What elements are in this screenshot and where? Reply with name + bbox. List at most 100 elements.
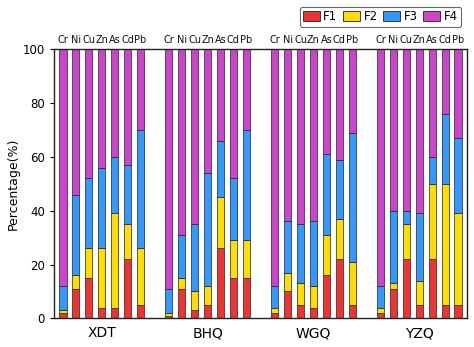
Bar — [390, 283, 397, 289]
Bar — [416, 49, 423, 213]
Bar — [204, 49, 211, 173]
Bar — [137, 130, 144, 248]
Bar — [348, 133, 356, 262]
Bar — [178, 235, 185, 278]
Bar — [137, 305, 144, 319]
Bar — [271, 49, 278, 286]
Text: Zn: Zn — [95, 35, 108, 45]
Bar — [416, 281, 423, 305]
Text: As: As — [320, 35, 332, 45]
Text: Cr: Cr — [58, 35, 68, 45]
Bar — [137, 248, 144, 305]
Bar — [165, 289, 173, 313]
Bar — [377, 49, 384, 286]
Bar — [336, 219, 343, 259]
Text: Pb: Pb — [240, 35, 253, 45]
Bar — [442, 184, 449, 305]
Bar — [230, 240, 237, 278]
Bar — [230, 278, 237, 319]
Bar — [243, 130, 250, 240]
Bar — [428, 157, 436, 184]
Text: Cr: Cr — [164, 35, 174, 45]
Bar — [455, 213, 462, 305]
Bar — [297, 305, 304, 319]
Bar — [191, 49, 198, 224]
Bar — [191, 224, 198, 291]
Bar — [416, 213, 423, 281]
Text: Pb: Pb — [346, 35, 358, 45]
Bar — [124, 259, 131, 319]
Bar — [165, 316, 173, 319]
Bar — [284, 291, 291, 319]
Text: Ni: Ni — [283, 35, 293, 45]
Bar — [243, 240, 250, 278]
Bar — [442, 49, 449, 114]
Bar — [98, 168, 105, 248]
Bar — [98, 308, 105, 319]
Text: Pb: Pb — [452, 35, 464, 45]
Bar — [59, 310, 66, 313]
Legend: F1, F2, F3, F4: F1, F2, F3, F4 — [300, 7, 461, 27]
Bar — [310, 308, 317, 319]
Bar — [428, 259, 436, 319]
Bar — [85, 278, 92, 319]
Bar — [73, 195, 80, 275]
Bar — [455, 49, 462, 138]
Bar — [243, 278, 250, 319]
Bar — [217, 248, 224, 319]
Bar — [111, 157, 118, 213]
Bar — [204, 286, 211, 305]
Bar — [323, 154, 330, 235]
Bar — [111, 308, 118, 319]
Bar — [191, 310, 198, 319]
Bar — [271, 313, 278, 319]
Text: Ni: Ni — [71, 35, 81, 45]
Bar — [85, 49, 92, 178]
Bar — [73, 49, 80, 195]
Bar — [403, 211, 410, 224]
Bar — [297, 283, 304, 305]
Bar — [111, 49, 118, 157]
Text: Zn: Zn — [413, 35, 426, 45]
Bar — [98, 49, 105, 168]
Text: As: As — [109, 35, 120, 45]
Bar — [59, 49, 66, 286]
Text: Pb: Pb — [134, 35, 146, 45]
Bar — [124, 49, 131, 165]
Bar — [428, 49, 436, 157]
Bar — [124, 224, 131, 259]
Y-axis label: Percentage(%): Percentage(%) — [7, 138, 20, 230]
Bar — [217, 197, 224, 248]
Bar — [310, 221, 317, 286]
Bar — [442, 114, 449, 184]
Bar — [403, 49, 410, 211]
Bar — [137, 49, 144, 130]
Bar — [377, 308, 384, 313]
Bar — [178, 289, 185, 319]
Text: Cd: Cd — [333, 35, 346, 45]
Bar — [178, 49, 185, 235]
Bar — [217, 49, 224, 141]
Text: Zn: Zn — [201, 35, 214, 45]
Text: Cr: Cr — [375, 35, 386, 45]
Text: As: As — [215, 35, 227, 45]
Bar — [390, 289, 397, 319]
Bar — [377, 286, 384, 308]
Text: Cu: Cu — [400, 35, 413, 45]
Bar — [230, 49, 237, 178]
Bar — [271, 308, 278, 313]
Bar — [323, 235, 330, 275]
Bar — [428, 184, 436, 259]
Bar — [455, 138, 462, 213]
Bar — [204, 305, 211, 319]
Bar — [165, 313, 173, 316]
Bar — [165, 49, 173, 289]
Bar — [271, 286, 278, 308]
Bar — [323, 275, 330, 319]
Text: Ni: Ni — [177, 35, 187, 45]
Bar — [284, 273, 291, 291]
Bar — [336, 49, 343, 160]
Bar — [284, 221, 291, 273]
Bar — [310, 49, 317, 221]
Bar — [403, 259, 410, 319]
